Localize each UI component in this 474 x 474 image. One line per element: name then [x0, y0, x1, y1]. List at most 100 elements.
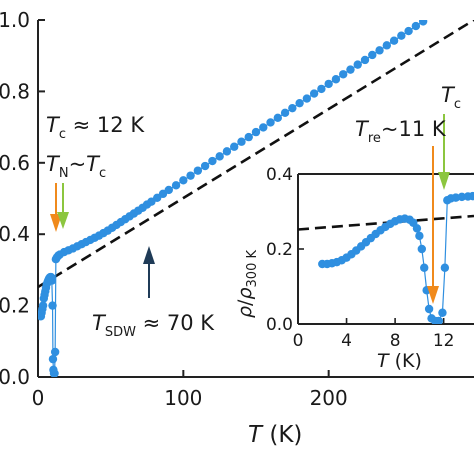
inset-data-point-28	[434, 316, 443, 324]
inset-x-axis-label: T (K)	[377, 350, 422, 372]
main-data-point-70	[317, 84, 326, 94]
tre-inset-symbol: T	[355, 117, 370, 141]
tsdw-sub: SDW	[105, 325, 136, 340]
main-data-point-21	[50, 347, 60, 357]
main-data-point-67	[295, 98, 304, 108]
tc-inset-sub: c	[454, 97, 461, 112]
tre-inset-sub: re	[368, 131, 381, 146]
main-y-tick-label-5: 1.0	[0, 8, 30, 32]
main-data-point-65	[280, 108, 290, 118]
main-fit-line	[38, 20, 474, 289]
main-fit-segment	[38, 20, 474, 289]
main-plot: 0 100 200 0.0 0.2 0.4 0.6 0.8 1.0 T (K)	[0, 8, 474, 448]
main-data-point-82	[404, 26, 413, 36]
tn-main-symbol: T	[46, 152, 61, 176]
main-data-point-80	[389, 36, 399, 45]
inset-y-tick-label-2: 0.4	[266, 165, 293, 185]
inset-y-tick-label-1: 0.2	[266, 240, 293, 260]
main-data-point-55	[208, 156, 217, 166]
main-y-tick-label-4: 0.8	[0, 79, 30, 103]
inset-data-point-20	[412, 224, 422, 233]
inset-data-point-23	[420, 263, 429, 272]
inset-x-tick-label-2: 8	[390, 331, 401, 351]
main-x-axis-label: T (K)	[248, 422, 302, 448]
main-data-point-57	[222, 147, 232, 156]
inset-data-point-25	[424, 304, 434, 314]
main-data-point-72	[331, 75, 341, 84]
tn-main-symbol2: T	[86, 152, 101, 176]
main-data-point-61	[251, 127, 261, 137]
inset-x-tick-label-3: 12	[433, 331, 455, 351]
main-data-point-81	[397, 31, 406, 40]
main-data-point-66	[288, 103, 297, 113]
tc-arrow-green-head	[57, 212, 69, 229]
main-x-tick-label-0: 0	[32, 386, 45, 410]
tc-main-sub: c	[59, 127, 66, 142]
tc-main-label: Tc ≈ 12 K	[46, 113, 145, 142]
tn-main-sub2: c	[99, 166, 106, 181]
main-data-point-56	[215, 152, 224, 161]
main-x-tick-label-1: 100	[164, 386, 202, 410]
main-data-point-62	[259, 123, 268, 132]
main-data-point-50	[171, 181, 181, 190]
tsdw-label: TSDW ≈ 70 K	[92, 311, 215, 340]
main-x-tick-label-2: 200	[310, 386, 348, 410]
inset-ticks: 0 4 8 12 0.0 0.2 0.4	[266, 165, 455, 351]
inset-x-symbol: T	[377, 350, 390, 372]
main-y-tick-label-2: 0.4	[0, 222, 30, 246]
main-data-point-60	[244, 132, 253, 142]
main-y-tick-label-0: 0.0	[0, 365, 30, 389]
inset-y-axis-label: ρ/ρ300 K	[234, 250, 260, 318]
main-data-point-74	[346, 65, 355, 74]
tsdw-symbol: T	[92, 311, 107, 335]
tn-arrow-orange-head	[50, 214, 62, 232]
main-ticks: 0 100 200 0.0 0.2 0.4 0.6 0.8 1.0	[0, 8, 348, 410]
main-data-point-53	[193, 166, 203, 175]
main-data-point-16	[48, 301, 57, 310]
main-data-point-59	[237, 137, 246, 146]
inset-y-rho: ρ	[234, 306, 256, 318]
main-data-point-54	[200, 161, 210, 171]
main-data-point-83	[411, 21, 421, 31]
inset-data-point-21	[415, 231, 424, 241]
inset-x-tick-label-0: 0	[293, 331, 304, 351]
main-data-point-20	[50, 369, 59, 377]
tc-inset-label: Tc	[441, 83, 461, 112]
main-data-point-78	[375, 46, 384, 55]
inset-data-point-30	[440, 263, 450, 272]
tc-inset-symbol: T	[441, 83, 456, 107]
main-y-tick-label-3: 0.6	[0, 151, 30, 175]
tsdw-arrow-head	[143, 246, 155, 264]
main-data-point-76	[360, 55, 370, 65]
main-arrows	[50, 183, 155, 298]
main-data-point-17	[48, 354, 58, 364]
tn-main-sub: N	[59, 166, 69, 181]
main-data-point-71	[324, 79, 333, 89]
tc-main-text: ≈ 12 K	[66, 113, 145, 137]
inset-x-tick-label-1: 4	[341, 331, 352, 351]
main-data-points	[38, 20, 428, 377]
main-data-point-77	[368, 50, 377, 60]
inset-y-rho2: ρ	[234, 287, 256, 299]
main-data-point-84	[418, 20, 428, 26]
main-data-point-75	[353, 60, 362, 69]
main-data-point-51	[179, 176, 188, 185]
inset-y-sep: /	[234, 299, 256, 306]
main-y-tick-label-1: 0.2	[0, 294, 30, 318]
inset-data-point-34	[457, 192, 467, 202]
tc-main-symbol: T	[46, 113, 61, 137]
main-x-unit: (K)	[262, 422, 302, 448]
main-data-point-52	[186, 171, 195, 180]
inset-data-point-22	[417, 244, 427, 254]
tre-inset-text: ~11 K	[381, 117, 447, 141]
main-data-point-49	[164, 185, 173, 195]
main-data-point-73	[339, 70, 348, 79]
inset-data-points	[318, 191, 474, 324]
main-data-point-58	[230, 142, 239, 151]
tre-arrow-orange-head	[427, 286, 439, 304]
main-data-point-68	[302, 94, 312, 103]
main-x-symbol: T	[248, 422, 264, 448]
inset-data-point-29	[438, 308, 447, 317]
main-data-point-15	[47, 276, 57, 285]
